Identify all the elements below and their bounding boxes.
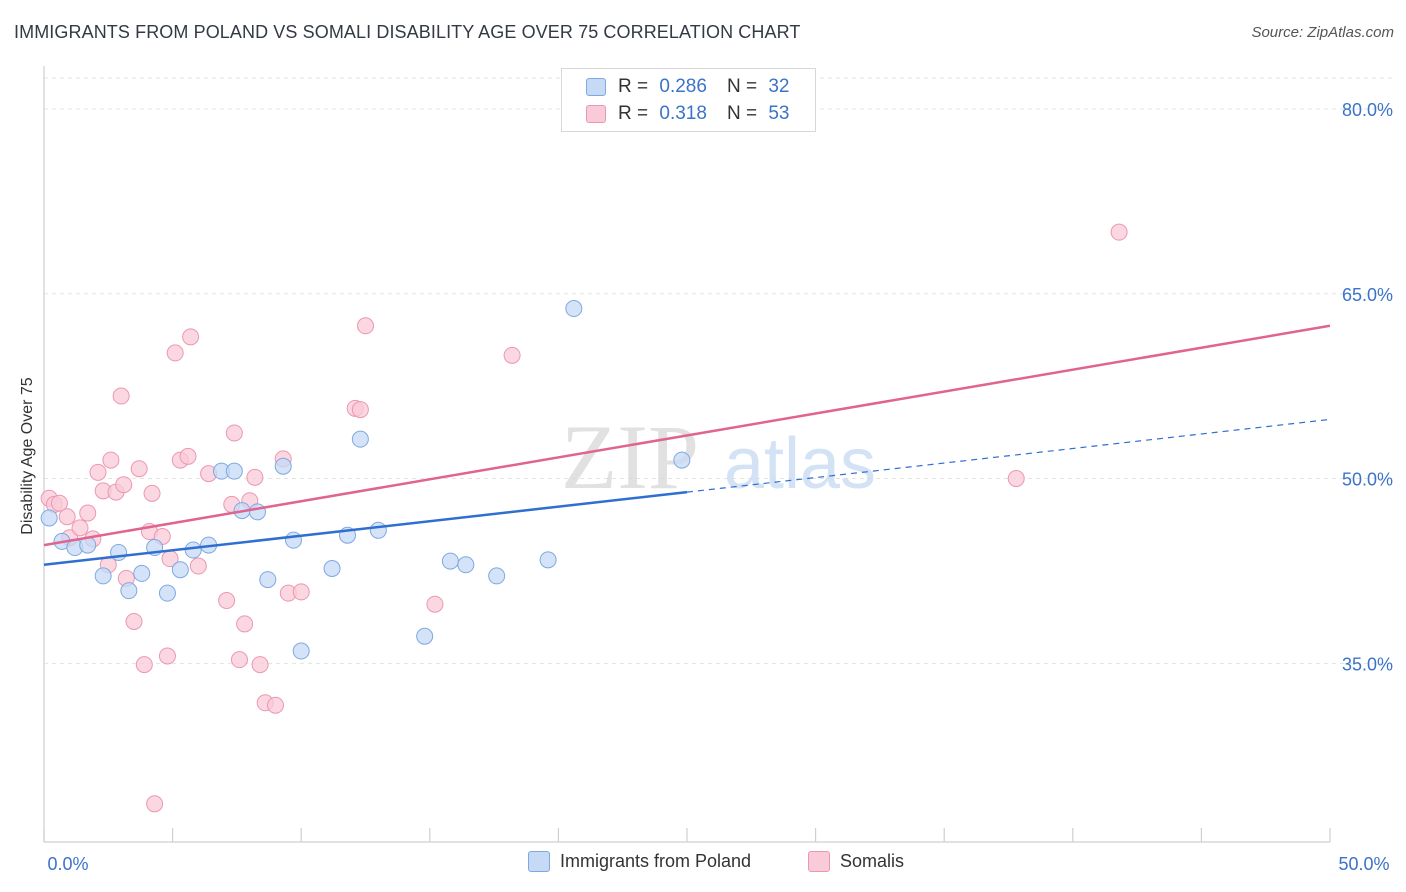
x-tick-label: 0.0% [47,854,88,874]
poland-point [171,561,189,579]
somalis-point [166,344,184,362]
y-tick-label: 65.0% [1342,285,1393,305]
somalis-point [58,508,76,526]
somalis-point [351,401,369,419]
somalis-point [112,387,130,405]
legend-swatch-somalis [808,851,830,872]
somalis-point [246,468,264,486]
somalis-point [158,647,176,665]
y-tick-label: 50.0% [1342,470,1393,490]
legend-swatch-somalis [586,105,606,123]
somalis-point [50,494,68,512]
somalis-point [189,557,207,575]
poland-point [369,521,387,539]
somalis-point [503,346,521,364]
somalis-point [179,447,197,465]
legend-row-somalis: R = 0.318 N = 53 [586,101,789,127]
poland-point [351,430,369,448]
watermark-atlas: atlas [724,424,876,504]
chart-title: IMMIGRANTS FROM POLAND VS SOMALI DISABIL… [14,22,801,42]
somalis-point [266,696,284,714]
somalis-point [426,595,444,613]
somalis-point [218,592,236,610]
axes [43,66,1331,843]
tick-labels: 35.0% 50.0% 65.0% 80.0% 0.0% 50.0% [47,100,1393,874]
somalis-point [236,615,254,633]
poland-point [120,582,138,600]
trend-lines [43,324,1331,567]
somalis-point [1007,470,1025,488]
somalis-point [115,476,133,494]
somalis-point [182,328,200,346]
legend-swatch-poland [528,851,550,872]
poland-point [133,564,151,582]
somalis-trend-line [43,324,1331,547]
watermark: ZIP atlas [561,406,876,508]
somalis-point [1110,223,1128,241]
somalis-point [251,656,269,674]
poland-point [184,541,202,559]
poland-point [284,531,302,549]
legend-item-poland[interactable]: Immigrants from Poland [528,851,751,872]
legend-row-poland: R = 0.286 N = 32 [586,74,789,100]
legend-n-value: 53 [768,103,790,124]
legend-swatch-poland [586,78,606,96]
poland-point [158,584,176,602]
poland-point [225,462,243,480]
poland-point [565,300,583,318]
poland-point [323,559,341,577]
source-label: Source: ZipAtlas.com [1251,24,1394,41]
poland-point [539,551,557,569]
y-tick-label: 80.0% [1342,100,1393,120]
legend-r-value: 0.286 [659,76,707,97]
poland-point [40,509,58,527]
somalis-point [79,504,97,522]
poland-point [457,556,475,574]
poland-trend-extension [686,418,1331,493]
y-tick-label: 35.0% [1342,654,1393,674]
legend-label-poland: Immigrants from Poland [560,851,752,871]
poland-point [259,571,277,589]
somalis-point [125,612,143,630]
legend-r-value: 0.318 [659,103,707,124]
poland-point [248,503,266,521]
poland-point [488,567,506,585]
somalis-point [89,463,107,481]
legend-n-label: N = [726,103,758,124]
somalis-point [130,460,148,478]
somalis-point [146,795,164,813]
poland-point [416,627,434,645]
somalis-point [357,317,374,335]
poland-trend-line [43,490,688,567]
legend-r-label: R = [618,103,649,124]
x-tick-label: 50.0% [1338,854,1389,874]
poland-point [94,567,112,585]
somalis-point [135,656,153,674]
somalis-point [292,583,310,601]
legend-item-somalis[interactable]: Somalis [808,851,904,872]
poland-point [292,642,310,660]
legend-label-somalis: Somalis [840,851,905,871]
somalis-point [143,484,161,502]
somalis-points [40,223,1128,813]
poland-point [673,451,691,469]
legend-n-value: 32 [768,76,790,97]
poland-point [441,552,459,570]
somalis-point [71,519,89,537]
legend-r-label: R = [618,76,649,97]
somalis-point [225,424,243,442]
correlation-legend: R = 0.286 N = 32 R = 0.318 N = 53 [561,68,816,132]
somalis-point [102,451,120,469]
legend-n-label: N = [726,76,758,97]
somalis-point [230,651,248,669]
grid-lines [44,77,1394,664]
poland-point [274,457,292,475]
